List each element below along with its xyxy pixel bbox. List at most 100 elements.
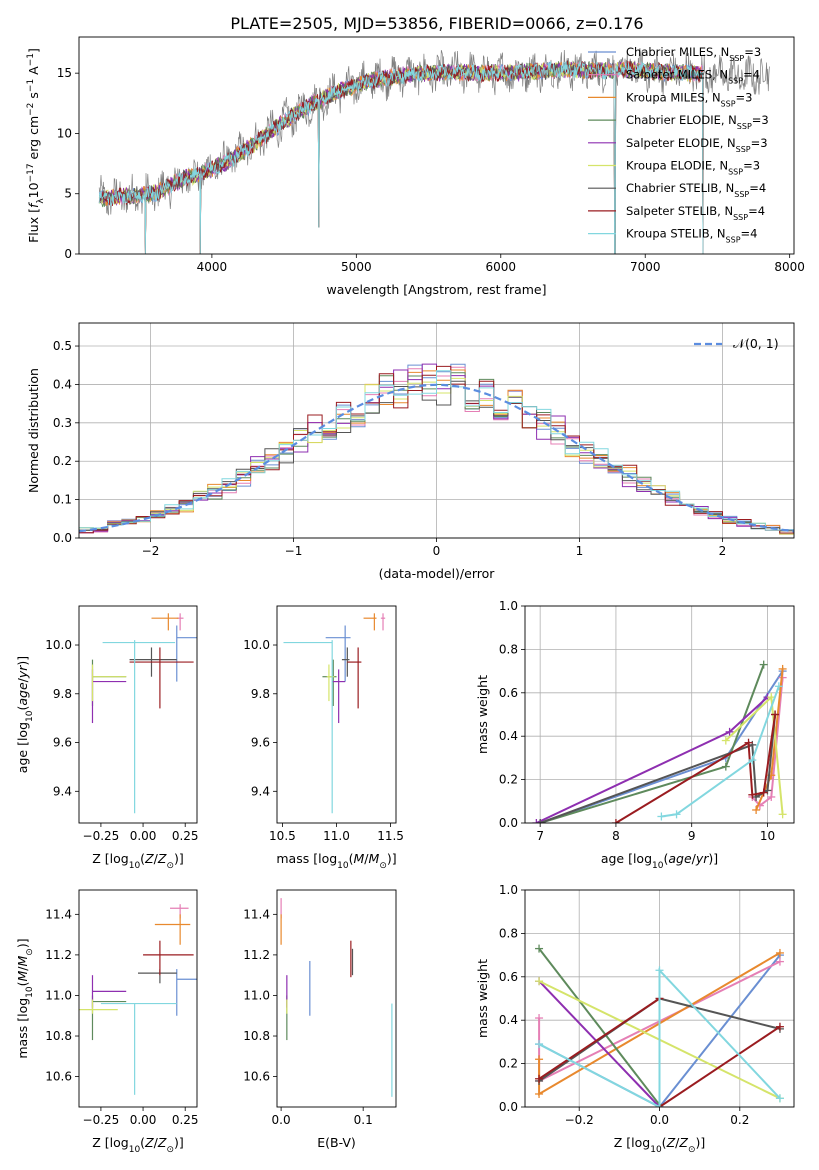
model-spectrum-line [99,59,704,254]
legend-text: Chabrier STELIB, N [626,181,734,195]
x-tick-label: 0 [433,544,441,558]
axes-frame [276,889,397,1108]
x-tick-label: −0.25 [83,829,120,843]
label-part: ⊙ [688,1145,696,1155]
y-axis-label: Flux [fλ10−17 erg cm−2 s−1 A−1] [26,48,46,243]
plot-area [91,613,197,814]
axes-frame [78,605,198,824]
label-part: ⊙ [166,861,174,871]
label-part: log [631,1135,650,1150]
legend-text: Salpeter MILES, N [626,68,728,82]
legend-label: Chabrier ELODIE, NSSP=3 [626,113,769,131]
legend-label: Salpeter MILES, NSSP=4 [626,68,760,86]
x-tick-label: −2 [142,544,160,558]
label-part: age [15,682,30,706]
legend-text: Salpeter ELODIE, N [626,136,736,150]
y-tick-label: 11.4 [243,907,270,921]
label-part: / [675,1135,680,1150]
weight-series-line [751,677,784,807]
plot-area [280,898,393,1097]
weight-series-line [661,685,780,818]
x-axis-label: age [log10(age/yr)] [601,851,718,871]
y-tick-label: 11.0 [243,988,270,1002]
label-part: / [154,851,159,866]
y-tick-label: 11.4 [45,907,72,921]
label-part: ⊙ [166,1145,174,1155]
y-tick-label: 0.2 [499,773,518,787]
label-part: ] [26,48,41,53]
label-part: 10 [25,986,35,998]
legend-label: Chabrier MILES, NSSP=3 [626,45,761,63]
model-spectrum-line [98,60,704,254]
y-tick-label: 0.0 [53,531,72,545]
x-tick-label: 11.5 [377,829,404,843]
label-part: log [15,998,30,1017]
label-part: ( [140,851,145,866]
y-tick-label: 10.8 [45,1029,72,1043]
legend-text: Salpeter STELIB, N [626,204,733,218]
label-part: )] [15,656,30,666]
figure-title: PLATE=2505, MJD=53856, FIBERID=0066, z=0… [230,14,643,33]
label-part: ⊙ [379,861,387,871]
label-part: 10 [129,1145,141,1155]
y-tick-label: 10.6 [45,1070,72,1084]
x-tick-label: 9 [688,829,696,843]
label-part: / [15,966,30,971]
label-part: ( [140,1135,145,1150]
model-spectrum-line [98,61,704,254]
label-part: mass [ [15,1017,30,1059]
y-tick-label: 0.4 [499,1013,518,1027]
panel-mass_vs_ebv: 0.0 0.1 10.6 10.8 11.0 11.2 11.4 E(B-V) [243,889,397,1150]
weight-series-line [539,664,765,823]
plot-area [283,613,386,814]
label-part: )] [174,1135,184,1150]
panel-age_vs_Z: −0.25 0.00 0.259.49.69.810.0Z [log10(Z/Z⊙)… [15,605,199,871]
axes-frame [276,605,397,824]
plot-area [532,660,787,823]
label-part: M [15,955,30,966]
label-part: 10 [652,861,664,871]
gaussian-curve [79,383,794,533]
label-part: yr [695,851,709,866]
y-tick-label: 9.6 [251,736,270,750]
legend-sub: SSP [728,167,743,176]
x-tick-label: 8 [612,829,620,843]
label-part: ( [15,982,30,987]
y-axis-label: mass weight [475,675,490,754]
legend-sub: SSP [733,212,748,221]
legend-tail: =3 [751,136,768,150]
legend-label: Kroupa MILES, NSSP=3 [626,90,752,108]
panel-spectrum: 4000 5000 6000 7000 8000 0 5 10 15 wavelength [An… [26,36,805,297]
y-tick-label: 10.8 [243,1029,270,1043]
x-tick-label: 7000 [630,260,661,274]
panel-residuals: −2 −1 0 1 2 0.0 0.1 0.2 0.3 0.4 0.5 (data-model)/er… [26,322,795,581]
model-spectrum-line [98,61,704,254]
label-part: ⊙ [25,948,35,956]
legend-sub: SSP [726,235,741,244]
label-part: mass [ [276,851,318,866]
label-part: log [15,722,30,741]
y-tick-label: 10.6 [243,1070,270,1084]
legend-sub: SSP [736,144,751,153]
y-tick-label: 0.6 [499,970,518,984]
label-part: / [692,851,697,866]
x-tick-label: 8000 [774,260,805,274]
y-tick-label: 0.8 [499,642,518,656]
x-tick-label: 0.25 [172,1113,199,1127]
weight-series-line [538,967,781,1107]
label-part: ( [349,851,354,866]
legend-text: Chabrier ELODIE, N [626,113,737,127]
y-axis-label: age [log10(age/yr)] [15,656,35,773]
y-tick-label: 9.4 [53,784,72,798]
x-tick-label: 0.0 [650,1113,669,1127]
label-part: M [15,971,30,982]
label-part: −1 [26,79,36,92]
label-part: log [110,851,129,866]
legend-sub: SSP [729,54,744,63]
label-part: 10 [26,182,41,198]
legend-text: Kroupa MILES, N [626,90,721,104]
y-tick-label: 0.4 [499,729,518,743]
legend-tail: =3 [752,113,769,127]
